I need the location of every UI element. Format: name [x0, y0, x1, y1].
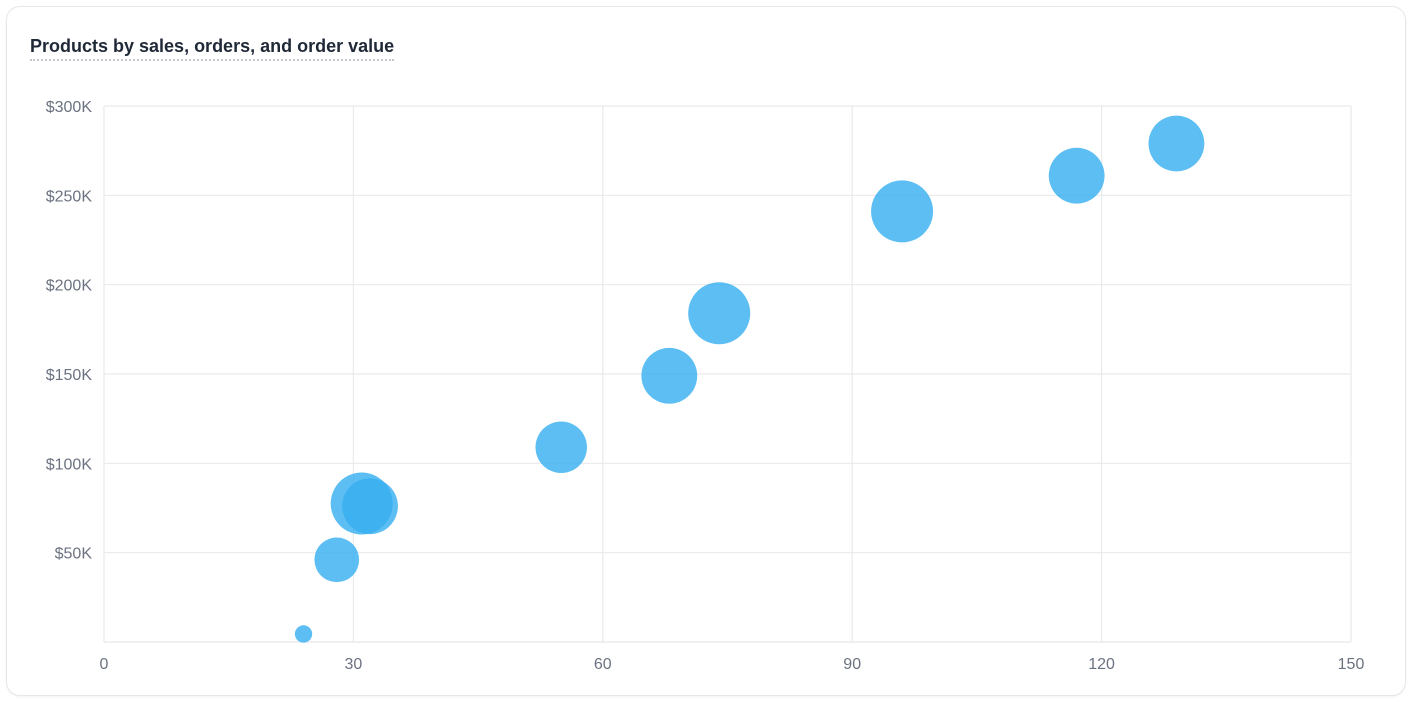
x-tick-label: 30: [345, 656, 363, 673]
data-bubble[interactable]: [535, 421, 587, 473]
data-bubble[interactable]: [871, 180, 934, 243]
data-bubble[interactable]: [342, 478, 398, 535]
x-tick-label: 60: [594, 656, 612, 673]
data-bubble[interactable]: [314, 537, 360, 583]
x-tick-label: 90: [843, 656, 861, 673]
y-tick-label: $150K: [46, 367, 93, 384]
y-tick-label: $250K: [46, 188, 93, 205]
data-bubble[interactable]: [1148, 115, 1205, 172]
y-tick-label: $200K: [46, 278, 93, 295]
x-tick-label: 120: [1088, 656, 1115, 673]
data-bubble[interactable]: [641, 347, 698, 404]
y-tick-label: $100K: [46, 456, 93, 473]
chart-title[interactable]: Products by sales, orders, and order val…: [30, 34, 395, 61]
y-tick-label: $300K: [46, 99, 93, 116]
x-tick-label: 0: [100, 656, 109, 673]
data-bubble[interactable]: [294, 625, 313, 643]
x-tick-label: 150: [1338, 656, 1365, 673]
data-bubble[interactable]: [688, 282, 751, 345]
data-bubble[interactable]: [1048, 147, 1105, 204]
y-tick-label: $50K: [55, 546, 93, 563]
grid-lines: [103, 105, 1352, 643]
y-axis: $50K $100K $150K $200K $250K $300K: [46, 99, 93, 563]
x-axis: 0 30 60 90 120 150: [100, 656, 1365, 673]
bubble-series: [294, 115, 1205, 643]
